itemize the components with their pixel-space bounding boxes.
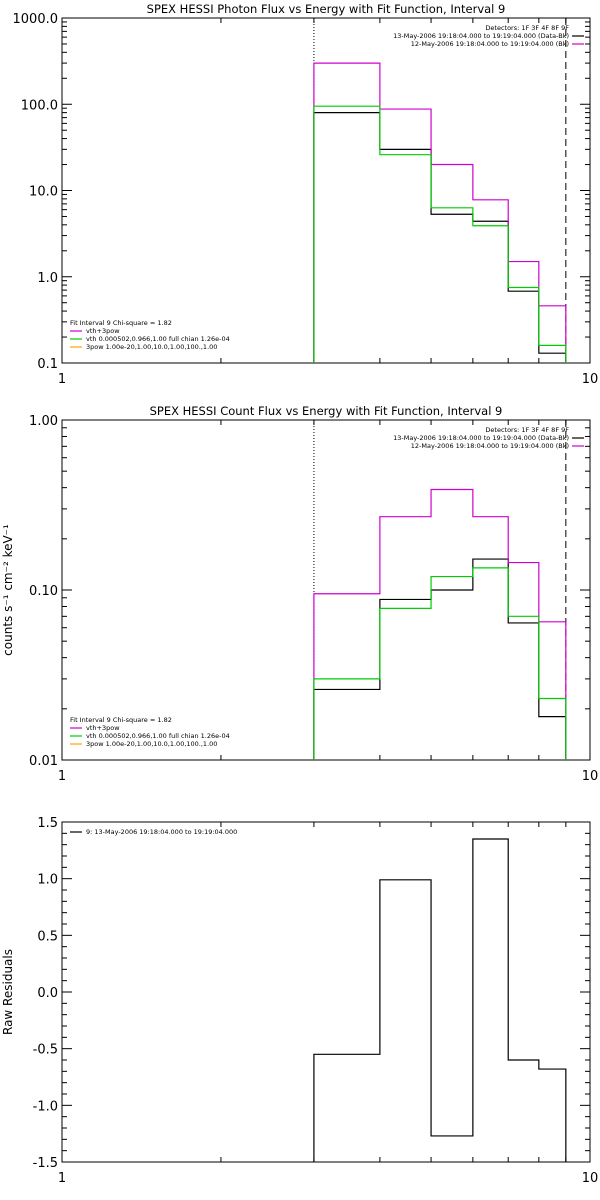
legend-top-text: 9: 13-May-2006 19:18:04.000 to 19:19:04.… bbox=[86, 828, 237, 836]
x-tick-label: 10 bbox=[582, 769, 599, 784]
y-tick-label: 0.0 bbox=[37, 986, 58, 1001]
y-tick-label: 0.01 bbox=[29, 754, 58, 769]
legend-bottom-text: vth+3pow bbox=[86, 327, 120, 335]
legend-bottom-text: Fit Interval 9 Chi-square = 1.82 bbox=[70, 716, 172, 724]
series-data-histogram bbox=[313, 558, 567, 760]
plot-frame bbox=[61, 419, 591, 761]
legend-top-text: 13-May-2006 19:18:04.000 to 19:19:04.000… bbox=[393, 32, 569, 40]
y-tick-label: 0.1 bbox=[37, 357, 58, 372]
series-data-histogram bbox=[313, 112, 567, 363]
chart-count: SPEX HESSI Count Flux vs Energy with Fit… bbox=[1, 404, 598, 784]
series-total-histogram bbox=[313, 62, 567, 363]
y-tick-label: 0.10 bbox=[29, 584, 58, 599]
series-vth-histogram bbox=[313, 567, 567, 760]
legend-bottom-text: vth 0.000502,0.966,1.00 full chian 1.26e… bbox=[86, 732, 230, 740]
y-tick-label: -0.5 bbox=[33, 1043, 58, 1058]
y-tick-label: 1000.0 bbox=[13, 12, 59, 27]
series-total-histogram bbox=[313, 488, 567, 760]
legend-top-text: 13-May-2006 19:18:04.000 to 19:19:04.000… bbox=[393, 434, 569, 442]
legend-bottom-text: Fit Interval 9 Chi-square = 1.82 bbox=[70, 319, 172, 327]
x-tick-label: 1 bbox=[58, 1171, 66, 1186]
series-vth-histogram bbox=[313, 105, 567, 363]
legend-top-text: 12-May-2006 19:18:04.000 to 19:19:04.000… bbox=[411, 40, 569, 48]
legend-bottom-text: vth 0.000502,0.966,1.00 full chian 1.26e… bbox=[86, 335, 230, 343]
y-tick-label: 1.0 bbox=[37, 873, 58, 888]
y-tick-label: 1.5 bbox=[37, 816, 58, 831]
x-tick-label: 10 bbox=[582, 1171, 599, 1186]
legend-bottom-text: vth+3pow bbox=[86, 724, 120, 732]
plot-frame bbox=[61, 17, 591, 364]
x-tick-label: 10 bbox=[582, 372, 599, 387]
y-tick-label: 0.5 bbox=[37, 929, 58, 944]
y-axis-label: counts s⁻¹ cm⁻² keV⁻¹ bbox=[1, 524, 15, 656]
y-axis-label: Raw Residuals bbox=[1, 949, 15, 1035]
x-tick-label: 1 bbox=[58, 769, 66, 784]
y-tick-label: -1.5 bbox=[33, 1156, 58, 1171]
series-residuals-histogram bbox=[313, 838, 567, 1162]
y-tick-label: 1.0 bbox=[37, 271, 58, 286]
legend-top-text: Detectors: 1F 3F 4F 8F 9F bbox=[485, 24, 569, 32]
chart-resid: Raw Residuals 1 10 1.5 1.0 0.5 0.0 -0.5 -1.0 -1.5… bbox=[1, 816, 598, 1186]
y-tick-label: 1.00 bbox=[29, 414, 58, 429]
plot-frame bbox=[61, 821, 591, 1163]
legend-bottom-text: 3pow 1.00e-20,1.00,10.0,1.00,100.,1.00 bbox=[86, 343, 217, 351]
chart-title: SPEX HESSI Count Flux vs Energy with Fit… bbox=[150, 404, 503, 418]
y-tick-label: 10.0 bbox=[29, 185, 58, 200]
legend-top-text: Detectors: 1F 3F 4F 8F 9F bbox=[485, 426, 569, 434]
chart-photon: SPEX HESSI Photon Flux vs Energy with Fi… bbox=[13, 2, 599, 387]
legend-top-text: 12-May-2006 19:18:04.000 to 19:19:04.000… bbox=[411, 442, 569, 450]
x-tick-label: 1 bbox=[58, 372, 66, 387]
y-tick-label: -1.0 bbox=[33, 1099, 58, 1114]
y-tick-label: 100.0 bbox=[21, 98, 58, 113]
legend-bottom-text: 3pow 1.00e-20,1.00,10.0,1.00,100.,1.00 bbox=[86, 740, 217, 748]
chart-title: SPEX HESSI Photon Flux vs Energy with Fi… bbox=[147, 2, 506, 16]
